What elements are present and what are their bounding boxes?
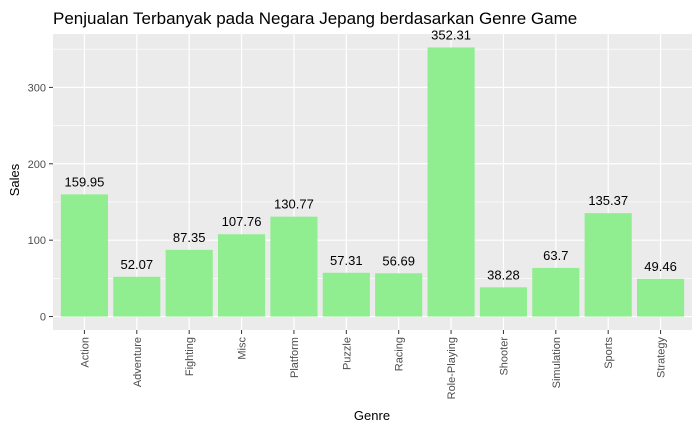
data-label: 352.31 [431,27,471,42]
x-tick-label: Role-Playing [446,337,458,399]
bar [375,273,423,317]
x-axis: Action Adventure Fighting Misc Platform Puzzl… [79,330,668,399]
bar [427,47,475,317]
data-label: 130.77 [274,197,314,212]
x-tick-label: Simulation [551,337,563,388]
x-tick-label: Action [79,337,91,368]
data-label: 56.69 [382,253,415,268]
x-tick-label: Shooter [498,337,510,376]
bar [217,234,266,317]
data-label: 52.07 [121,257,154,272]
data-label: 38.28 [487,267,520,282]
y-tick-label: 0 [40,312,46,324]
x-tick-label: Platform [289,337,301,378]
bar [270,216,318,317]
x-tick-label: Racing [394,337,406,371]
y-tick-label: 200 [28,159,46,171]
bar [113,276,161,317]
data-label: 49.46 [644,259,677,274]
bar [532,267,580,317]
x-tick-label: Strategy [656,337,668,378]
data-label: 159.95 [65,174,105,189]
x-axis-label: Genre [354,408,390,423]
data-label: 63.7 [543,248,568,263]
y-axis-label: Sales [7,163,22,196]
data-label: 107.76 [222,214,262,229]
bar [637,278,685,317]
y-tick-label: 300 [28,82,46,94]
x-tick-label: Puzzle [341,337,353,370]
x-tick-label: Fighting [184,337,196,376]
bar [60,194,108,317]
y-tick-label: 100 [28,235,46,247]
x-tick-label: Misc [237,337,249,360]
data-labels: 159.95 52.07 87.35 107.76 130.77 57.31 56.69 35… [65,27,677,282]
bars [60,47,685,317]
data-label: 135.37 [588,193,628,208]
bar [165,249,213,317]
x-tick-label: Adventure [132,337,144,387]
y-axis: 0 100 200 300 [28,82,53,324]
data-label: 87.35 [173,230,206,245]
data-label: 57.31 [330,253,363,268]
x-tick-label: Sports [603,337,615,369]
chart-title: Penjualan Terbanyak pada Negara Jepang b… [53,9,577,28]
bar [322,272,370,317]
bar [479,287,528,317]
bar [584,213,632,317]
